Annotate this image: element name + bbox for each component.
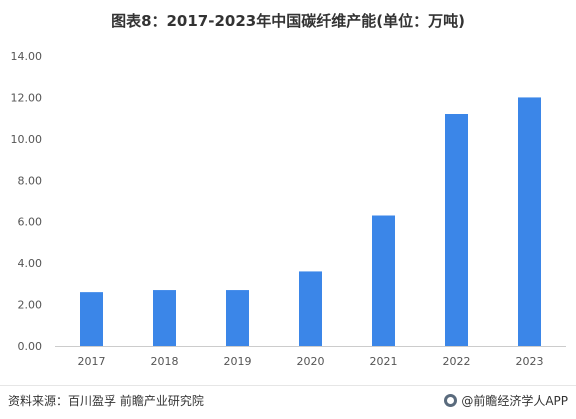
bar-2019 — [226, 290, 249, 346]
brand-label: @前瞻经济学人APP — [461, 394, 568, 408]
y-tick-label: 2.00 — [18, 299, 43, 312]
y-tick-label: 10.00 — [11, 133, 43, 146]
x-axis: 2017 2018 2019 2020 2021 2022 2023 — [55, 346, 566, 368]
x-tick-label: 2021 — [370, 355, 398, 368]
bar-2018 — [153, 290, 176, 346]
bar-2023 — [518, 97, 541, 346]
footer-divider — [0, 385, 576, 386]
bar-2022 — [445, 114, 468, 346]
y-tick-label: 6.00 — [18, 216, 43, 229]
x-tick-label: 2018 — [151, 355, 179, 368]
x-tick-label: 2020 — [297, 355, 325, 368]
bar-2021 — [372, 215, 395, 346]
x-tick-label: 2023 — [516, 355, 544, 368]
y-tick-label: 14.00 — [11, 50, 43, 63]
x-tick-label: 2017 — [78, 355, 106, 368]
y-tick-label: 12.00 — [11, 91, 43, 104]
brand-logo-icon — [444, 394, 458, 407]
x-tick-label: 2022 — [443, 355, 471, 368]
y-tick-label: 8.00 — [18, 174, 43, 187]
source-note: 资料来源：百川盈孚 前瞻产业研究院 — [8, 394, 204, 408]
chart-title: 图表8：2017-2023年中国碳纤维产能(单位：万吨) — [111, 12, 465, 30]
brand-credit: @前瞻经济学人APP — [444, 392, 568, 409]
y-axis: 0.00 2.00 4.00 6.00 8.00 10.00 12.00 14.00 — [11, 50, 43, 353]
x-tick-label: 2019 — [224, 355, 252, 368]
y-tick-label: 0.00 — [18, 340, 43, 353]
bar-2020 — [299, 271, 322, 346]
y-tick-label: 4.00 — [18, 257, 43, 270]
bars — [80, 97, 541, 346]
bar-2017 — [80, 292, 103, 346]
